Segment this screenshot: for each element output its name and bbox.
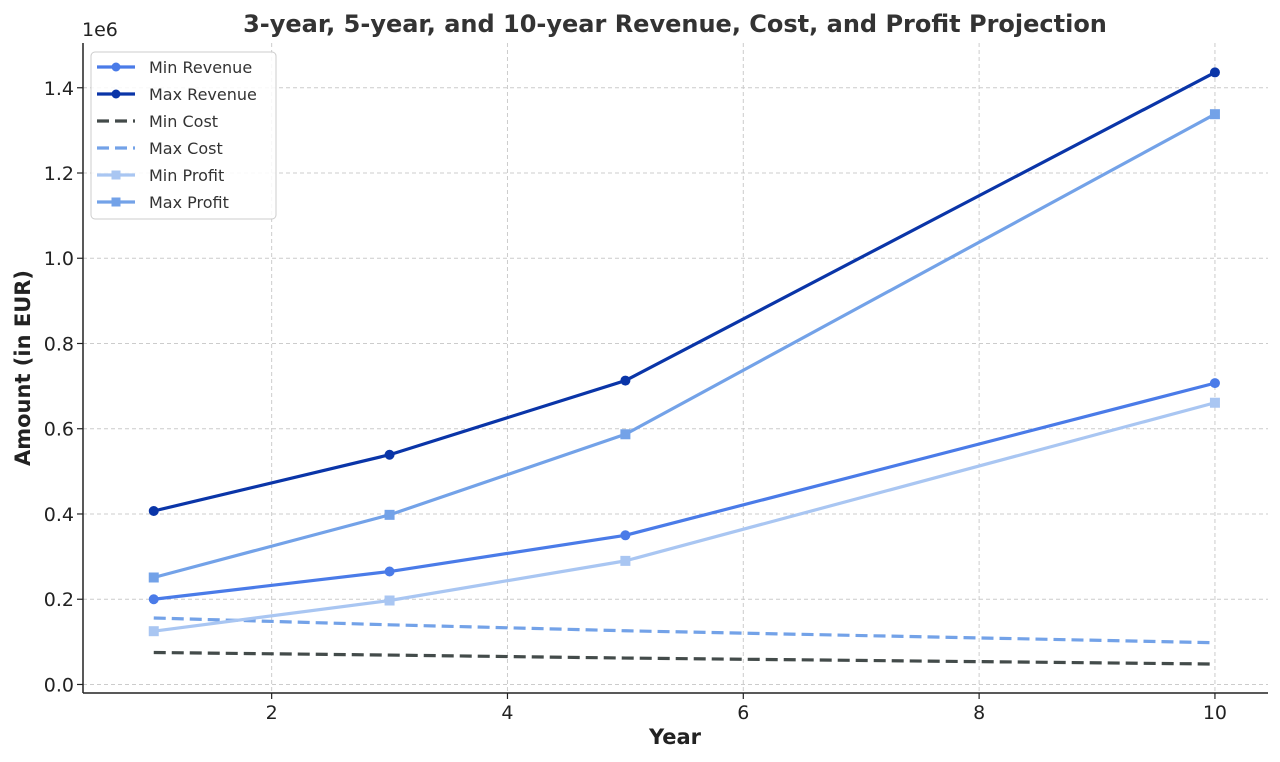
data-point bbox=[384, 566, 395, 577]
legend-label: Max Profit bbox=[149, 193, 229, 212]
data-point bbox=[620, 530, 631, 541]
series-max-profit bbox=[148, 109, 1220, 583]
series-min-revenue bbox=[148, 378, 1220, 605]
grid bbox=[83, 43, 1268, 693]
legend-marker bbox=[111, 89, 121, 99]
series-min-profit bbox=[148, 397, 1220, 637]
series-line bbox=[153, 616, 1215, 645]
data-point bbox=[620, 375, 631, 386]
y-tick-label: 1.4 bbox=[44, 78, 74, 100]
legend: Min Revenue Max Revenue Min Cost Max Cost Mi… bbox=[90, 51, 277, 220]
series-max-revenue bbox=[148, 67, 1220, 516]
legend-marker bbox=[111, 170, 121, 180]
series-layer bbox=[148, 67, 1220, 666]
legend-item: Min Cost bbox=[97, 112, 218, 131]
legend-label: Max Revenue bbox=[149, 85, 257, 104]
y-axis-label: Amount (in EUR) bbox=[11, 270, 35, 466]
legend-label: Max Cost bbox=[149, 139, 223, 158]
legend-label: Min Cost bbox=[149, 112, 218, 131]
series-min-cost bbox=[153, 650, 1215, 666]
data-point bbox=[1209, 378, 1220, 389]
legend-item: Min Revenue bbox=[97, 58, 252, 77]
y-tick-label: 0.4 bbox=[44, 504, 74, 526]
legend-marker bbox=[111, 62, 121, 72]
y-tick-label: 1.0 bbox=[44, 248, 74, 270]
data-point bbox=[620, 555, 631, 566]
legend-item: Max Revenue bbox=[97, 85, 257, 104]
legend-marker bbox=[111, 197, 121, 207]
y-tick-label: 0.2 bbox=[44, 589, 74, 611]
legend-item: Max Profit bbox=[97, 193, 229, 212]
data-point bbox=[148, 626, 159, 637]
chart-title: 3-year, 5-year, and 10-year Revenue, Cos… bbox=[243, 10, 1107, 38]
series-max-cost bbox=[153, 616, 1215, 645]
y-tick-label: 0.0 bbox=[44, 674, 74, 696]
series-line bbox=[152, 112, 1217, 580]
data-point bbox=[148, 572, 159, 583]
data-point bbox=[620, 429, 631, 440]
legend-label: Min Profit bbox=[149, 166, 224, 185]
legend-box bbox=[90, 51, 277, 220]
data-point bbox=[1209, 397, 1220, 408]
data-point bbox=[1209, 67, 1220, 78]
x-tick-label: 2 bbox=[266, 702, 278, 724]
y-tick-label: 0.8 bbox=[44, 333, 74, 355]
legend-item: Max Cost bbox=[97, 139, 223, 158]
data-point bbox=[148, 594, 159, 605]
x-axis-label: Year bbox=[648, 725, 702, 749]
data-point bbox=[1209, 109, 1220, 120]
y-tick-label: 1.2 bbox=[44, 163, 74, 185]
axes: 2 4 6 8 10 0.0 0.2 0.4 0.6 0.8 1.0 1.2 1.4 bbox=[44, 43, 1268, 724]
x-tick-label: 6 bbox=[737, 702, 749, 724]
x-tick-label: 8 bbox=[973, 702, 985, 724]
data-point bbox=[384, 595, 395, 606]
data-point bbox=[384, 449, 395, 460]
data-point bbox=[384, 509, 395, 520]
series-line bbox=[153, 650, 1215, 666]
y-tick-label: 0.6 bbox=[44, 419, 74, 441]
x-tick-label: 4 bbox=[501, 702, 513, 724]
legend-item: Min Profit bbox=[97, 166, 224, 185]
series-line bbox=[152, 70, 1217, 513]
series-line bbox=[152, 381, 1217, 601]
y-axis-offset-label: 1e6 bbox=[82, 19, 118, 41]
legend-label: Min Revenue bbox=[149, 58, 252, 77]
x-tick-label: 10 bbox=[1203, 702, 1227, 724]
series-line bbox=[152, 401, 1217, 633]
data-point bbox=[148, 506, 159, 516]
